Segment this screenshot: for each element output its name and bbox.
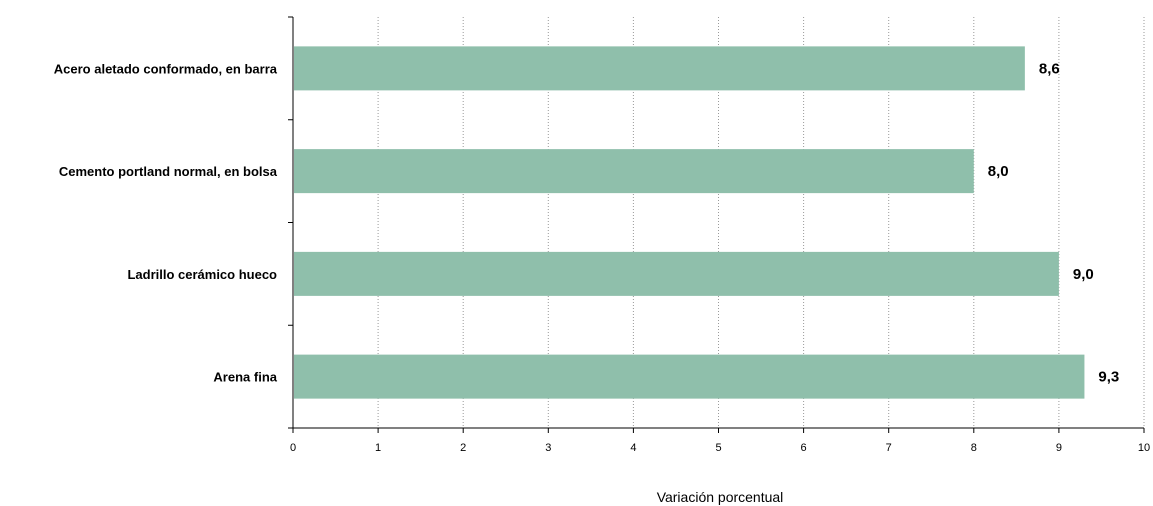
bar <box>294 251 1059 296</box>
value-labels: 8,6 8,0 9,0 9,3 <box>988 60 1119 385</box>
x-tick-label: 3 <box>545 442 551 454</box>
bars <box>294 46 1085 399</box>
bar-value-label: 8,6 <box>1039 60 1060 77</box>
bar-value-label: 8,0 <box>988 163 1009 180</box>
axes <box>288 16 1145 433</box>
x-tick-label: 2 <box>460 442 466 454</box>
category-label: Ladrillo cerámico hueco <box>127 267 277 282</box>
x-tick-label: 4 <box>630 442 636 454</box>
x-tick-label: 0 <box>290 442 296 454</box>
category-label: Acero aletado conformado, en barra <box>54 61 278 76</box>
category-labels: Acero aletado conformado, en barra Cement… <box>54 61 278 384</box>
bar-value-label: 9,0 <box>1073 266 1094 283</box>
bar-value-label: 9,3 <box>1098 369 1119 386</box>
x-tick-labels: 0 1 2 3 4 5 6 7 8 9 10 <box>290 442 1150 454</box>
x-tick-label: 7 <box>886 442 892 454</box>
bar <box>294 354 1085 399</box>
x-tick-label: 1 <box>375 442 381 454</box>
x-tick-label: 6 <box>801 442 807 454</box>
bar <box>294 46 1025 91</box>
x-tick-label: 9 <box>1056 442 1062 454</box>
bar <box>294 149 974 194</box>
x-tick-label: 8 <box>971 442 977 454</box>
x-axis-title: Variación porcentual <box>657 489 784 505</box>
x-tick-label: 5 <box>715 442 721 454</box>
category-label: Cemento portland normal, en bolsa <box>59 164 278 179</box>
category-label: Arena fina <box>213 370 277 385</box>
x-tick-label: 10 <box>1138 442 1150 454</box>
